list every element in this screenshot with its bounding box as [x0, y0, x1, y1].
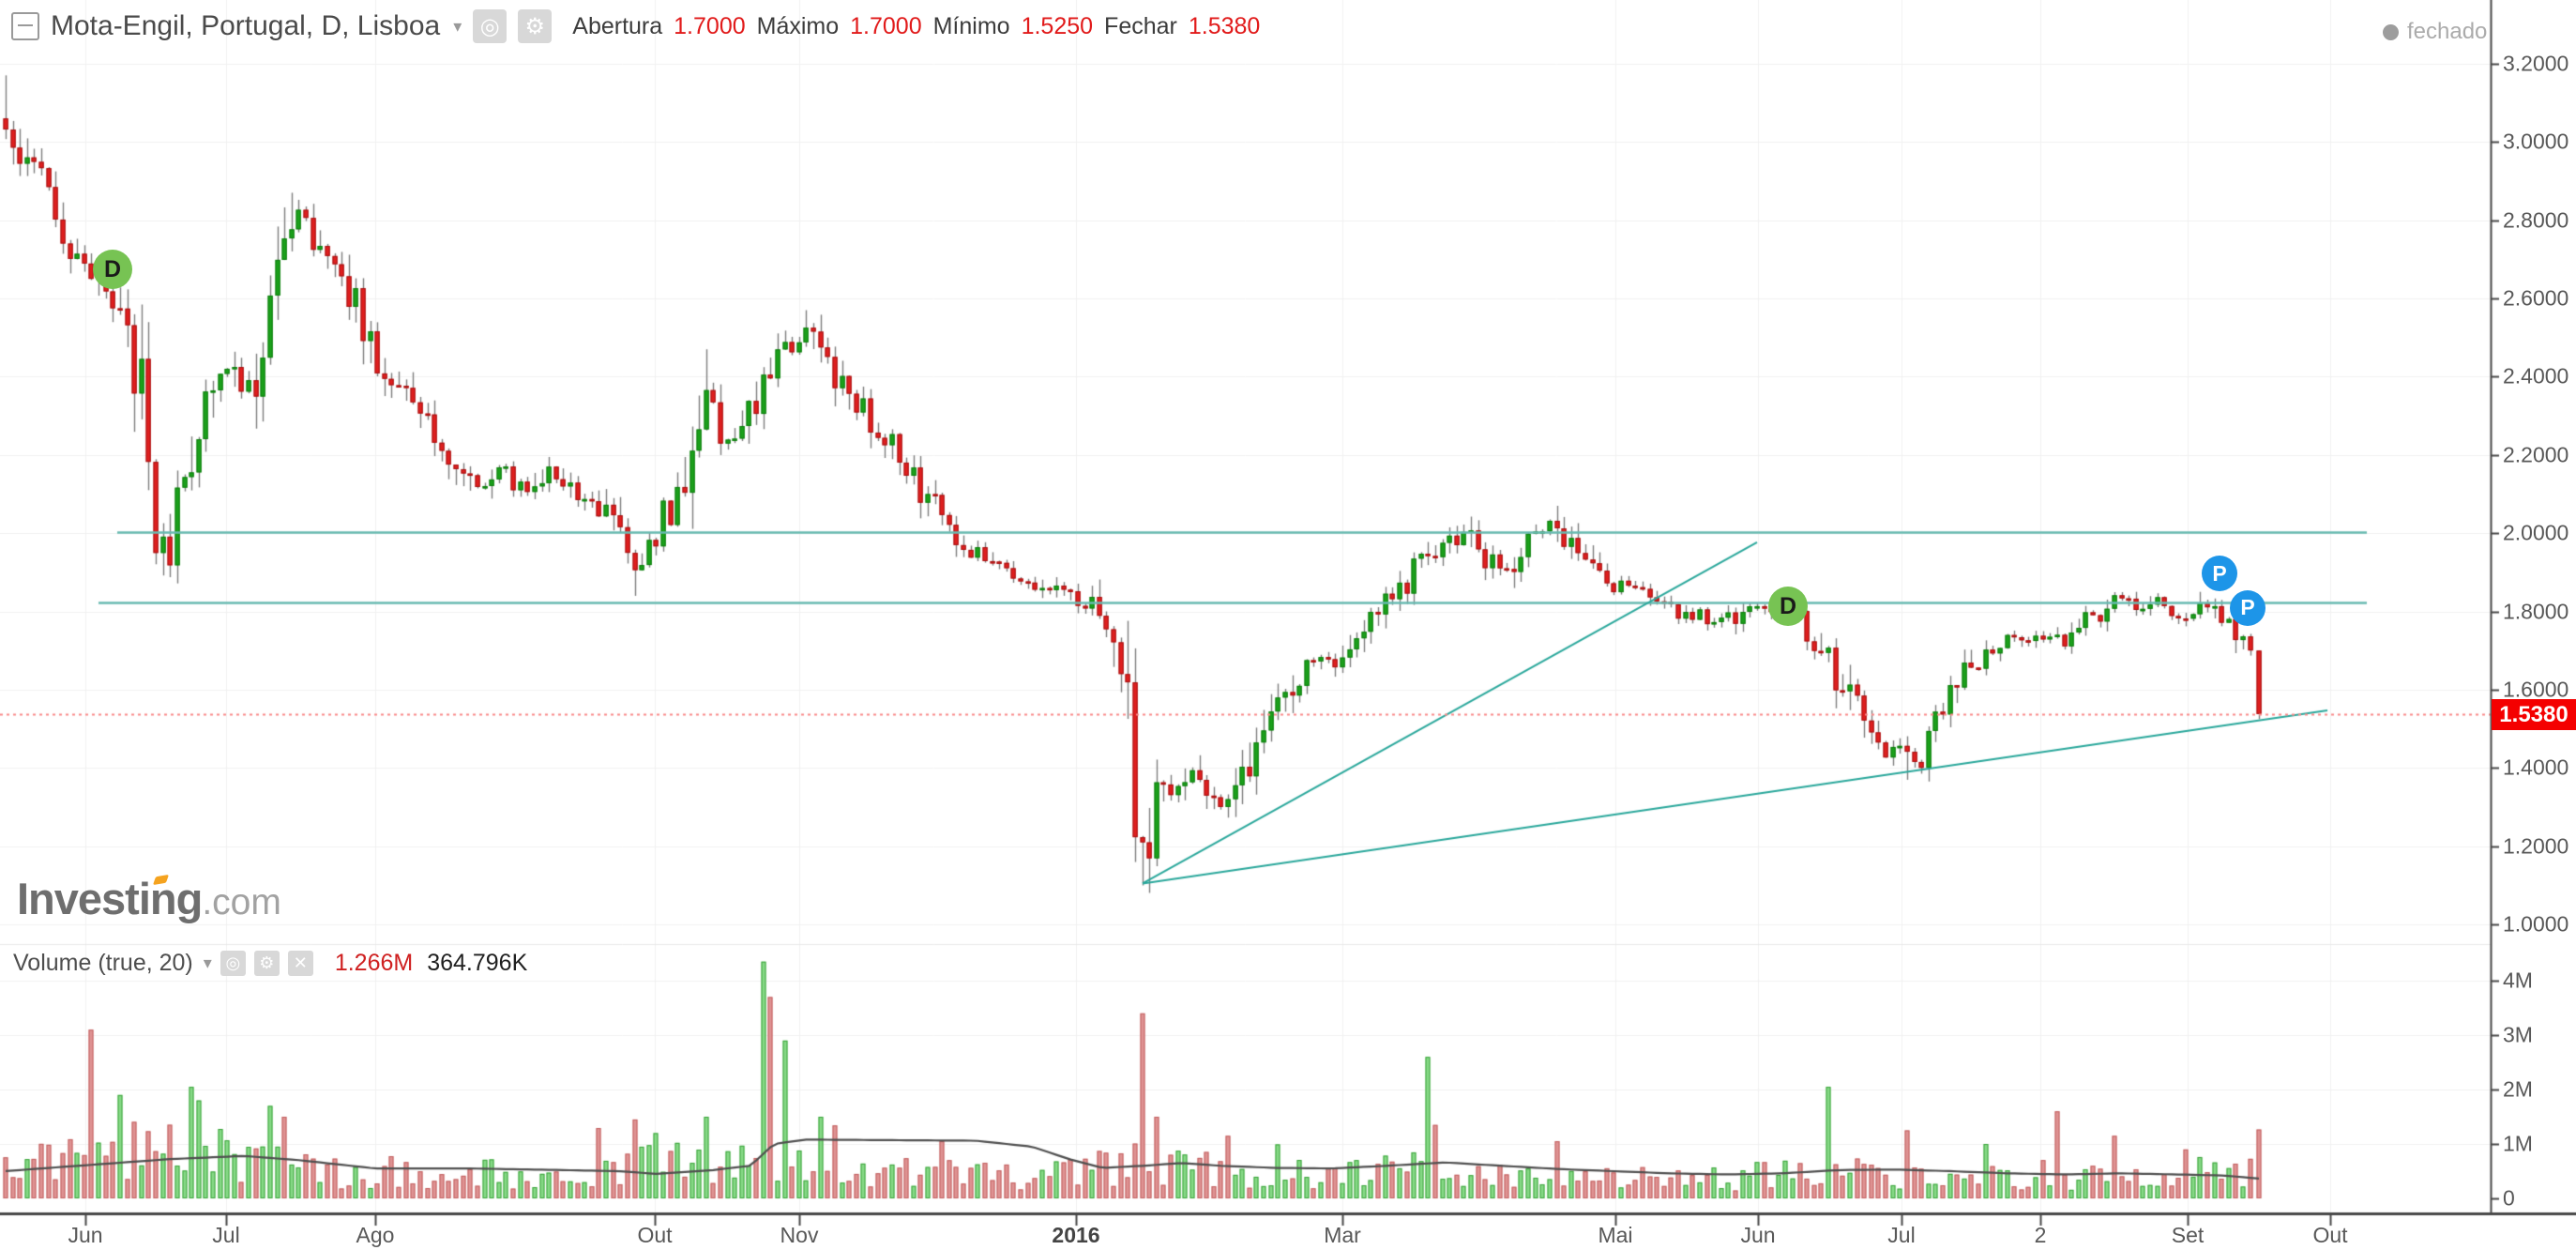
- price-tick-label: 1.8000: [2503, 599, 2569, 624]
- volume-legend: Volume (true, 20) ▾ ◎ ⚙ ✕ 1.266M 364.796…: [13, 950, 527, 977]
- price-tick-label: 3.2000: [2503, 51, 2569, 76]
- volume-tick-label: 2M: [2503, 1076, 2533, 1102]
- price-tick-label: 3.0000: [2503, 129, 2569, 154]
- volume-ma-value: 364.796K: [427, 950, 528, 976]
- last-price-label: 1.5380: [2492, 699, 2576, 730]
- close-label: Fechar: [1104, 12, 1177, 39]
- time-tick-label: Jul: [1887, 1223, 1916, 1247]
- settings-icon[interactable]: ⚙: [518, 9, 553, 43]
- volume-value: 1.266M: [334, 950, 414, 976]
- settings-icon[interactable]: ⚙: [253, 951, 280, 976]
- price-tick-label: 1.0000: [2503, 911, 2569, 937]
- time-tick-label: Out: [637, 1223, 673, 1247]
- time-tick-label: Jun: [1740, 1223, 1776, 1247]
- collapse-pane-button[interactable]: [11, 12, 39, 40]
- price-tick-label: 2.4000: [2503, 363, 2569, 389]
- high-value: 1.7000: [850, 12, 922, 39]
- time-tick-label: Out: [2312, 1223, 2348, 1247]
- low-label: Mínimo: [932, 12, 1010, 39]
- chevron-down-icon[interactable]: ▾: [203, 953, 212, 972]
- time-tick-label: Mar: [1324, 1223, 1361, 1247]
- open-value: 1.7000: [674, 12, 746, 39]
- market-status-text: fechado: [2407, 19, 2488, 44]
- investing-watermark: Investing .com: [17, 873, 281, 924]
- brand-suffix: .com: [202, 882, 281, 922]
- time-tick-label: Set: [2171, 1223, 2205, 1247]
- dividend-marker[interactable]: D: [1768, 587, 1808, 627]
- volume-tick-label: 0: [2503, 1185, 2515, 1211]
- time-tick-label: Nov: [780, 1223, 819, 1247]
- dividend-marker[interactable]: D: [93, 250, 132, 290]
- visibility-icon[interactable]: ◎: [220, 951, 246, 976]
- symbol-title[interactable]: Mota-Engil, Portugal, D, Lisboa: [51, 10, 441, 41]
- time-tick-label: 2: [2034, 1223, 2047, 1247]
- market-closed-dot: [2383, 23, 2399, 40]
- brand-main: Investing: [17, 874, 203, 923]
- price-tick-label: 2.0000: [2503, 520, 2569, 545]
- price-tick-label: 2.8000: [2503, 207, 2569, 233]
- price-tick-label: 2.6000: [2503, 285, 2569, 311]
- chevron-down-icon[interactable]: ▾: [453, 16, 462, 36]
- volume-legend-title[interactable]: Volume (true, 20): [13, 950, 193, 976]
- high-label: Máximo: [756, 12, 840, 39]
- close-value: 1.5380: [1188, 12, 1261, 39]
- open-label: Abertura: [572, 12, 663, 39]
- split-marker[interactable]: P: [2230, 589, 2265, 626]
- time-tick-label: Mai: [1598, 1223, 1633, 1247]
- visibility-icon[interactable]: ◎: [473, 9, 508, 43]
- volume-tick-label: 3M: [2503, 1022, 2533, 1047]
- time-tick-label: Jul: [212, 1223, 240, 1247]
- close-icon[interactable]: ✕: [287, 951, 313, 976]
- ohlc-readout: Abertura 1.7000 Máximo 1.7000 Mínimo 1.5…: [572, 13, 1260, 40]
- price-tick-label: 1.2000: [2503, 833, 2569, 859]
- price-tick-label: 1.4000: [2503, 755, 2569, 780]
- low-value: 1.5250: [1021, 12, 1094, 39]
- market-status: fechado: [2383, 19, 2487, 45]
- time-tick-label: 2016: [1052, 1223, 1100, 1247]
- price-tick-label: 1.6000: [2503, 677, 2569, 702]
- time-tick-label: Ago: [356, 1223, 395, 1247]
- split-marker[interactable]: P: [2202, 556, 2237, 592]
- price-tick-label: 2.2000: [2503, 442, 2569, 467]
- time-tick-label: Jun: [68, 1223, 103, 1247]
- chart-header: Mota-Engil, Portugal, D, Lisboa ▾ ◎ ⚙ Ab…: [11, 9, 1260, 43]
- volume-tick-label: 4M: [2503, 968, 2533, 993]
- volume-tick-label: 1M: [2503, 1131, 2533, 1156]
